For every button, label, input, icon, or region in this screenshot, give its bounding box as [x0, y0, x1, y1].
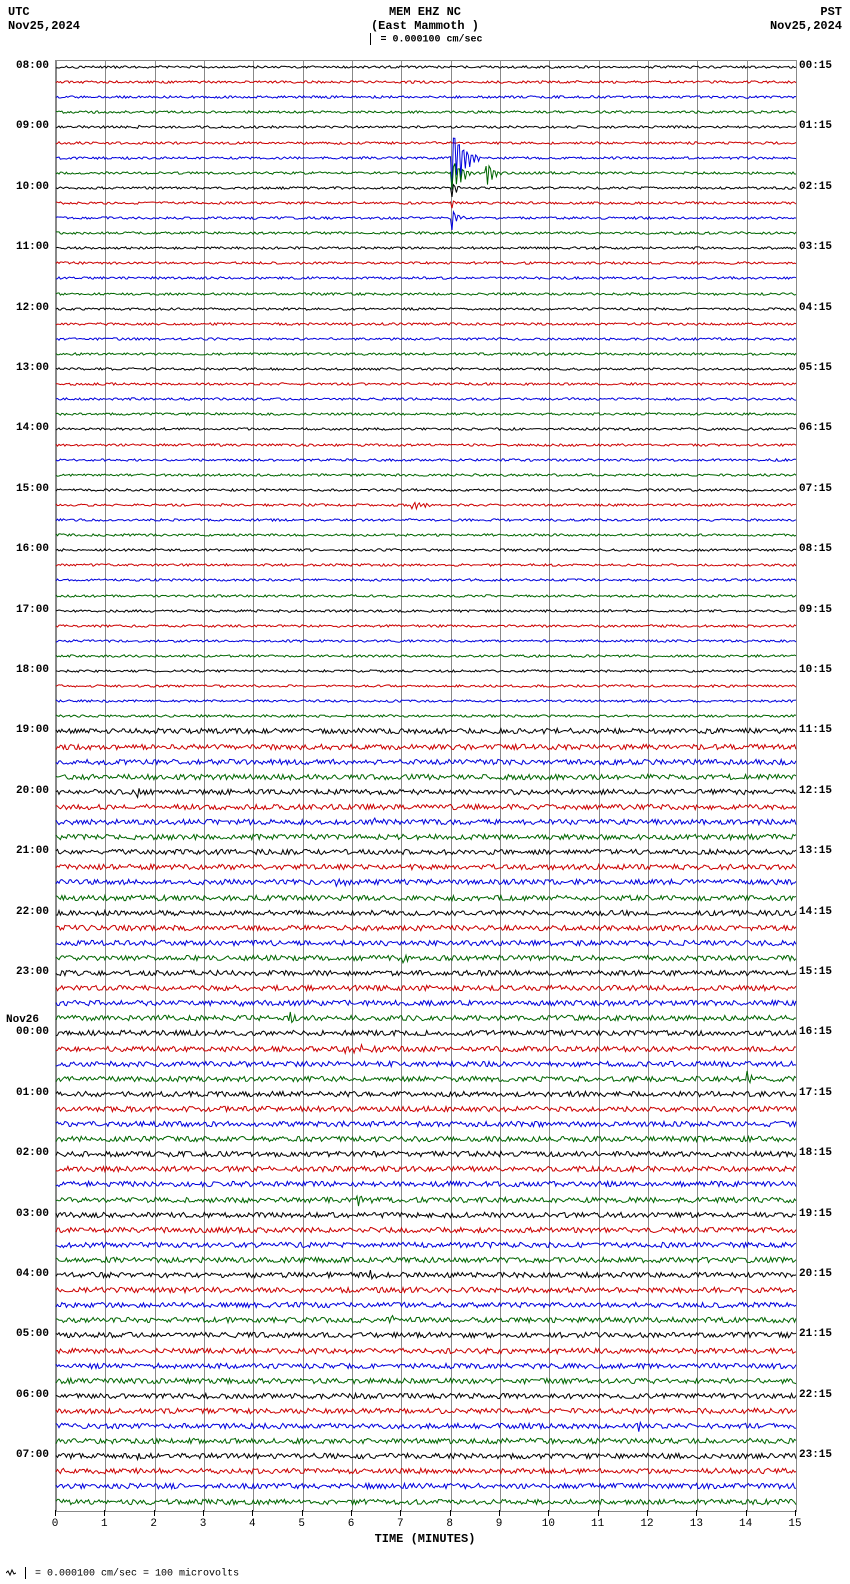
pst-time-label: 22:15: [799, 1389, 849, 1401]
midnight-date-label: Nov26: [6, 1014, 39, 1026]
x-tick-label: 6: [348, 1518, 355, 1530]
footer-wiggle-icon: [6, 1567, 16, 1579]
x-tick: [499, 1510, 500, 1516]
x-tick: [598, 1510, 599, 1516]
x-tick-label: 5: [298, 1518, 305, 1530]
seismogram-container: UTC Nov25,2024 MEM EHZ NC (East Mammoth …: [0, 0, 850, 1584]
pst-time-label: 15:15: [799, 966, 849, 978]
utc-time-label: 14:00: [4, 422, 49, 434]
utc-time-label: 09:00: [4, 120, 49, 132]
utc-time-label: 19:00: [4, 724, 49, 736]
pst-time-label: 12:15: [799, 785, 849, 797]
utc-time-label: 11:00: [4, 241, 49, 253]
pst-time-label: 11:15: [799, 724, 849, 736]
utc-time-label: 20:00: [4, 785, 49, 797]
utc-time-label: 17:00: [4, 604, 49, 616]
x-tick: [154, 1510, 155, 1516]
x-tick-label: 2: [150, 1518, 157, 1530]
utc-time-label: 00:00: [4, 1026, 49, 1038]
utc-time-label: 05:00: [4, 1328, 49, 1340]
pst-time-label: 02:15: [799, 181, 849, 193]
x-tick: [203, 1510, 204, 1516]
pst-time-label: 13:15: [799, 845, 849, 857]
x-tick-label: 4: [249, 1518, 256, 1530]
utc-time-label: 18:00: [4, 664, 49, 676]
x-tick-label: 10: [542, 1518, 555, 1530]
pst-time-label: 18:15: [799, 1147, 849, 1159]
footer-scale: = 0.000100 cm/sec = 100 microvolts: [6, 1567, 239, 1580]
utc-time-label: 22:00: [4, 906, 49, 918]
x-tick: [450, 1510, 451, 1516]
x-tick-label: 15: [788, 1518, 801, 1530]
utc-time-label: 13:00: [4, 362, 49, 374]
utc-time-label: 16:00: [4, 543, 49, 555]
pst-time-label: 08:15: [799, 543, 849, 555]
gridline: [796, 61, 797, 1511]
utc-time-label: 10:00: [4, 181, 49, 193]
pst-time-label: 21:15: [799, 1328, 849, 1340]
pst-time-label: 19:15: [799, 1208, 849, 1220]
x-tick-label: 3: [200, 1518, 207, 1530]
utc-time-label: 12:00: [4, 302, 49, 314]
utc-time-label: 08:00: [4, 60, 49, 72]
x-tick-label: 11: [591, 1518, 604, 1530]
pst-time-label: 20:15: [799, 1268, 849, 1280]
utc-time-label: 03:00: [4, 1208, 49, 1220]
x-tick-label: 14: [739, 1518, 752, 1530]
utc-time-label: 21:00: [4, 845, 49, 857]
pst-time-label: 23:15: [799, 1449, 849, 1461]
utc-time-label: 07:00: [4, 1449, 49, 1461]
footer-scale-bar-icon: [25, 1567, 26, 1579]
seismogram-plot: [55, 60, 797, 1512]
utc-time-label: 01:00: [4, 1087, 49, 1099]
seismic-trace: [56, 1502, 796, 1503]
pst-time-label: 06:15: [799, 422, 849, 434]
pst-time-label: 07:15: [799, 483, 849, 495]
pst-time-label: 04:15: [799, 302, 849, 314]
x-tick-label: 8: [446, 1518, 453, 1530]
x-tick-label: 13: [690, 1518, 703, 1530]
x-tick-label: 12: [640, 1518, 653, 1530]
x-tick: [795, 1510, 796, 1516]
x-tick: [746, 1510, 747, 1516]
pst-time-label: 01:15: [799, 120, 849, 132]
pst-time-label: 00:15: [799, 60, 849, 72]
pst-time-label: 10:15: [799, 664, 849, 676]
x-tick: [647, 1510, 648, 1516]
utc-time-label: 15:00: [4, 483, 49, 495]
x-tick: [351, 1510, 352, 1516]
pst-time-label: 09:15: [799, 604, 849, 616]
pst-time-label: 17:15: [799, 1087, 849, 1099]
pst-time-label: 05:15: [799, 362, 849, 374]
x-tick: [252, 1510, 253, 1516]
footer-text: = 0.000100 cm/sec = 100 microvolts: [35, 1569, 239, 1580]
x-tick-label: 9: [496, 1518, 503, 1530]
utc-time-label: 23:00: [4, 966, 49, 978]
utc-time-label: 06:00: [4, 1389, 49, 1401]
x-tick: [548, 1510, 549, 1516]
utc-time-label: 04:00: [4, 1268, 49, 1280]
x-tick-label: 7: [397, 1518, 404, 1530]
x-tick: [302, 1510, 303, 1516]
x-tick: [55, 1510, 56, 1516]
pst-time-label: 03:15: [799, 241, 849, 253]
x-tick-label: 1: [101, 1518, 108, 1530]
x-tick: [696, 1510, 697, 1516]
x-tick-label: 0: [52, 1518, 59, 1530]
x-tick: [400, 1510, 401, 1516]
utc-time-label: 02:00: [4, 1147, 49, 1159]
pst-time-label: 16:15: [799, 1026, 849, 1038]
x-tick: [104, 1510, 105, 1516]
x-axis-title: TIME (MINUTES): [55, 1532, 795, 1546]
pst-time-label: 14:15: [799, 906, 849, 918]
